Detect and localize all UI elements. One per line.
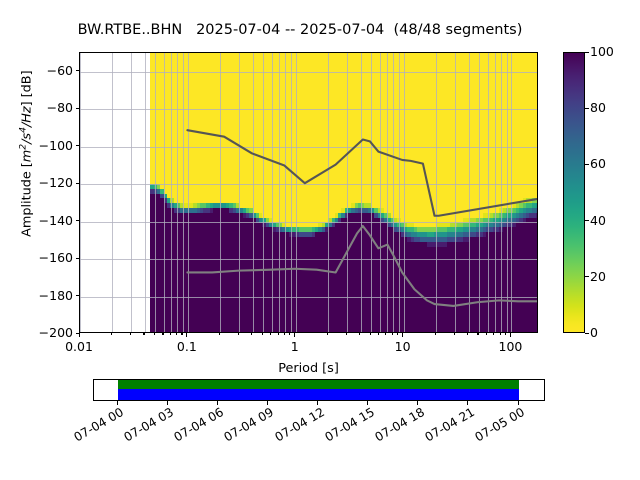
x-tick-label: 0.01 [39,339,119,354]
timeline-band-psd-segments [118,389,519,400]
colorbar-gradient [564,53,584,332]
colorbar-tick-label: 20 [590,269,606,284]
y-tick-label: −200 [31,325,73,340]
figure-title: BW.RTBE..BHN 2025-07-04 -- 2025-07-04 (4… [0,22,600,38]
ppsd-plot-canvas [80,53,537,332]
timeline-band-data-coverage [118,380,519,389]
colorbar-tick-label: 60 [590,156,606,171]
y-tick-label: −120 [31,175,73,190]
x-tick-label: 1 [255,339,335,354]
y-tick-label: −60 [31,63,73,78]
x-tick-label: 0.1 [147,339,227,354]
noise-model-curves [80,53,537,332]
x-tick-label: 10 [363,339,443,354]
y-tick-label: −160 [31,250,73,265]
y-tick-label: −140 [31,213,73,228]
y-tick-label: −180 [31,288,73,303]
timeline-tick-label: 07-04 00 [41,405,126,462]
timeline-axes[interactable] [93,379,545,401]
colorbar-tick-label: 80 [590,100,606,115]
colorbar[interactable] [563,52,585,333]
ppsd-plot-axes[interactable] [79,52,538,333]
x-tick-label: 100 [470,339,550,354]
y-axis-label: Amplitude [m2/s4/Hz] [dB] [17,24,34,284]
y-tick-label: −80 [31,100,73,115]
colorbar-tick-label: 0 [590,325,598,340]
colorbar-tick-label: 100 [590,44,614,59]
y-tick-label: −100 [31,138,73,153]
colorbar-tick-label: 40 [590,213,606,228]
x-axis-label: Period [s] [79,361,538,376]
